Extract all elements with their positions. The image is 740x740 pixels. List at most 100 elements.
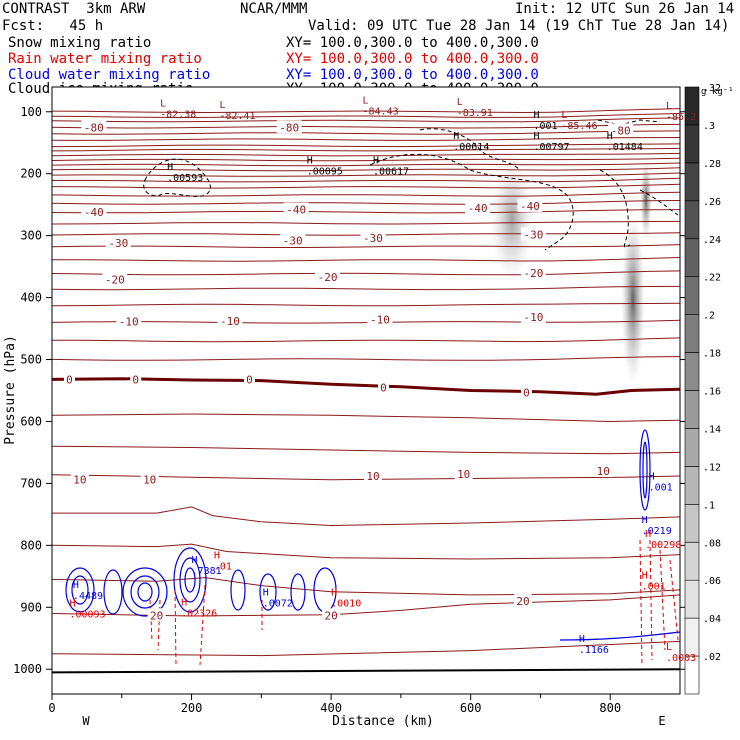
y-tick-label: 100 bbox=[20, 105, 42, 119]
y-tick-label: 700 bbox=[20, 476, 42, 490]
isotherm-line bbox=[51, 337, 681, 343]
colorbar: .02 .04 .06 .08 .1 .12 .14 .16 .18 .2 .22 .24 .26 .28… bbox=[684, 83, 734, 695]
isotherm-line bbox=[51, 474, 681, 481]
temperature-label-bg bbox=[454, 467, 473, 481]
model-label: CONTRAST 3km ARW bbox=[2, 1, 146, 17]
isotherm-line bbox=[51, 413, 681, 423]
rain-water-contour bbox=[149, 584, 263, 666]
x-tick-label: 0 bbox=[48, 701, 55, 715]
colorbar-segment bbox=[684, 238, 700, 278]
isotherm-line bbox=[51, 143, 681, 148]
temperature-label: 20 bbox=[516, 595, 529, 608]
extremum-value: .00617 bbox=[373, 167, 409, 178]
temperature-label-bg bbox=[147, 608, 166, 622]
temperature-label: -40 bbox=[468, 202, 488, 215]
isotherm-line bbox=[51, 162, 681, 167]
extremum-value: -83.91 bbox=[457, 108, 493, 119]
cloud-water-contour bbox=[65, 567, 95, 613]
extremum-marker: L bbox=[666, 101, 672, 112]
cloud-water-contour bbox=[230, 569, 246, 611]
west-end-label: W bbox=[82, 714, 90, 728]
field-name-cloudwater: Cloud water mixing ratio bbox=[8, 67, 211, 83]
cloud-water-contour bbox=[179, 557, 201, 603]
contour-labels: -80 -80 -80 -40 -40 -40 -40 -30 -30 -30 -30 -20 -20 -… bbox=[63, 96, 696, 664]
temperature-label: -20 bbox=[524, 267, 544, 280]
temperature-label: 10 bbox=[143, 474, 156, 487]
isotherm-line bbox=[51, 147, 681, 152]
colorbar-segment bbox=[684, 390, 700, 429]
temperature-label-bg bbox=[608, 123, 634, 137]
extremum-value: .00095 bbox=[307, 167, 343, 178]
freezing-line bbox=[51, 377, 681, 396]
temperature-label-bg bbox=[520, 385, 532, 399]
extremum-value: .00298 bbox=[645, 540, 681, 551]
temperature-label-bg bbox=[81, 205, 107, 219]
temperature-label-bg bbox=[130, 372, 142, 386]
colorbar-label: .02 bbox=[703, 652, 721, 663]
extremum-value: -85.46 bbox=[561, 121, 597, 132]
isotherm-line bbox=[51, 200, 681, 205]
cloud-water-contour bbox=[259, 573, 277, 611]
isotherm-line bbox=[51, 191, 681, 197]
temperature-contours bbox=[51, 108, 681, 657]
extremum-marker: H bbox=[181, 597, 187, 608]
extremum-value: .001 bbox=[533, 121, 557, 132]
temperature-label: 0 bbox=[523, 386, 530, 399]
cloud-water-contour bbox=[642, 441, 648, 499]
field-xy-cloudwater: XY= 100.0,300.0 to 400.0,300.0 bbox=[286, 67, 539, 83]
temperature-label-bg bbox=[520, 309, 546, 323]
extremum-marker: H bbox=[214, 550, 220, 561]
temperature-label: 10 bbox=[597, 465, 610, 478]
temperature-label-bg bbox=[367, 312, 393, 326]
extremum-value: -84.43 bbox=[363, 107, 399, 118]
cloud-water-contour bbox=[639, 429, 651, 511]
snow-plume-right bbox=[621, 215, 645, 385]
temperature-label: -20 bbox=[105, 274, 125, 287]
temperature-label-bg bbox=[105, 236, 131, 250]
temperature-label-bg bbox=[280, 233, 306, 247]
extremum-value: .1166 bbox=[579, 645, 609, 656]
y-tick-label: 300 bbox=[20, 229, 42, 243]
colorbar-label: .12 bbox=[703, 462, 721, 473]
isotherm-line bbox=[52, 506, 681, 527]
extremum-marker: H bbox=[579, 634, 585, 645]
extremum-value: .02326 bbox=[181, 608, 217, 619]
temperature-label: -80 bbox=[611, 124, 631, 137]
isotherm-line bbox=[51, 244, 681, 248]
extremum-value: .01484 bbox=[607, 142, 643, 153]
colorbar-unit: g kg⁻¹ bbox=[701, 87, 734, 97]
colorbar-label: .26 bbox=[703, 197, 721, 208]
colorbar-label: .3 bbox=[703, 121, 715, 132]
temperature-label-bg bbox=[116, 314, 142, 328]
colorbar-segment bbox=[684, 428, 700, 467]
temperature-label-bg bbox=[63, 372, 75, 386]
colorbar-segment bbox=[684, 276, 700, 315]
temperature-label-bg bbox=[322, 608, 341, 622]
colorbar-segment bbox=[684, 124, 700, 164]
colorbar-segment bbox=[684, 617, 700, 657]
temperature-label: -40 bbox=[84, 206, 104, 219]
isotherm-line bbox=[51, 123, 681, 129]
extremum-marker: L bbox=[561, 110, 567, 121]
isotherm-line bbox=[51, 319, 681, 324]
colorbar-segment bbox=[684, 503, 700, 543]
extremum-value: .0219 bbox=[642, 526, 672, 537]
isotherm-line bbox=[52, 257, 681, 262]
temperature-label: -10 bbox=[119, 316, 139, 329]
colorbar-label: .14 bbox=[703, 424, 721, 435]
valid-time-label: Valid: 09 UTC Tue 28 Jan 14 (19 ChT Tue … bbox=[308, 18, 730, 34]
extremum-marker: L bbox=[219, 100, 225, 111]
x-tick-label: 600 bbox=[460, 701, 482, 715]
isotherm-line bbox=[51, 543, 681, 560]
field-xy-rain: XY= 100.0,300.0 to 400.0,300.0 bbox=[286, 51, 539, 67]
temperature-label-bg bbox=[520, 265, 546, 279]
temperature-label: -30 bbox=[283, 235, 303, 248]
colorbar-label: .18 bbox=[703, 349, 721, 360]
extremum-value: .00593 bbox=[167, 173, 203, 184]
extremum-value: .00614 bbox=[453, 142, 489, 153]
colorbar-segment bbox=[684, 352, 700, 391]
colorbar-label: .1 bbox=[703, 500, 715, 511]
colorbar-segment bbox=[684, 200, 700, 240]
colorbar-label: .16 bbox=[703, 387, 721, 398]
cloud-ice-contour bbox=[369, 153, 574, 251]
